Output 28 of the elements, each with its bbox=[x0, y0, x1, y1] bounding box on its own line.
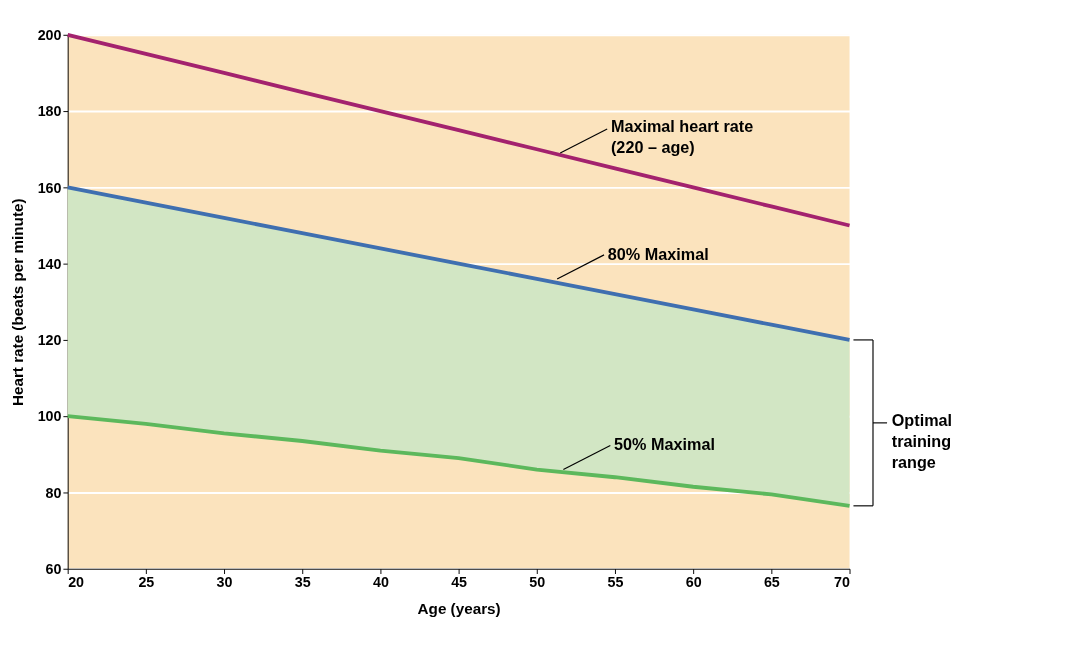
y-tick-label: 80 bbox=[45, 484, 62, 501]
y-tick-label: 160 bbox=[37, 179, 62, 196]
x-tick-label: 35 bbox=[294, 574, 311, 591]
x-tick-label: 65 bbox=[763, 574, 780, 591]
x-tick-label: 55 bbox=[607, 574, 624, 591]
text: Optimal training range bbox=[891, 410, 953, 471]
line-series bbox=[65, 185, 852, 342]
line-series bbox=[65, 32, 852, 228]
x-tick-label: 20 bbox=[68, 574, 85, 591]
annotation: 50% Maximal bbox=[614, 435, 715, 454]
y-tick-label: 60 bbox=[45, 561, 62, 578]
x-tick-label: 30 bbox=[216, 574, 233, 591]
x-tick-label: 50 bbox=[529, 574, 546, 591]
y-tick-label: 180 bbox=[37, 103, 62, 120]
x-tick-label: 40 bbox=[372, 574, 389, 591]
x-tick-label: 60 bbox=[685, 574, 702, 591]
annotation: 80% Maximal bbox=[607, 244, 709, 263]
x-tick-label: 25 bbox=[138, 574, 155, 591]
y-tick-label: 140 bbox=[37, 255, 62, 272]
line-series bbox=[65, 414, 852, 508]
y-tick-label: 200 bbox=[37, 27, 62, 44]
y-tick-label: 120 bbox=[37, 332, 62, 349]
annotation: Maximal heart rate (220 – age) bbox=[610, 116, 754, 156]
x-tick-label: 70 bbox=[834, 574, 851, 591]
x-axis-title: Age (years) bbox=[417, 600, 501, 618]
x-tick-label: 45 bbox=[451, 574, 468, 591]
y-tick-label: 100 bbox=[37, 408, 62, 425]
y-axis-title: Heart rate (beats per minute) bbox=[9, 198, 27, 407]
